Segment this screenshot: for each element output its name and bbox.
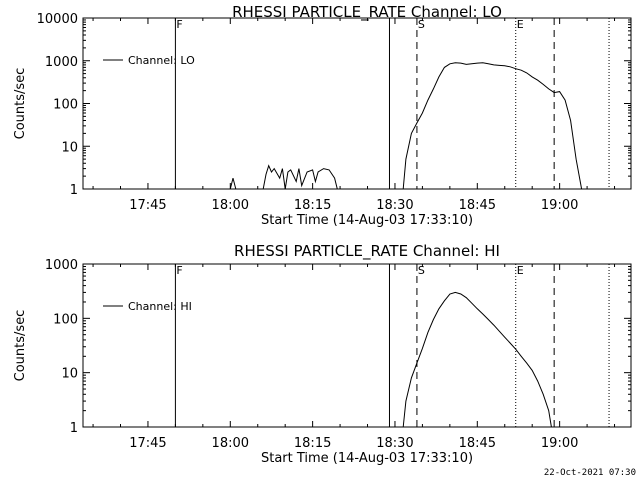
time-marker-label: S bbox=[418, 18, 425, 31]
series-line bbox=[402, 291, 552, 428]
y-tick-label: 1 bbox=[70, 183, 78, 198]
y-tick-label: 10 bbox=[61, 140, 78, 155]
chart-panel-1: RHESSI PARTICLE_RATE Channel: LO Start Ti… bbox=[13, 3, 632, 228]
y-tick-label: 10 bbox=[61, 367, 78, 382]
generation-timestamp: 22-Oct-2021 07:30 bbox=[543, 468, 636, 478]
x-tick-label: 18:30 bbox=[376, 198, 413, 213]
y-tick-label: 1 bbox=[70, 421, 78, 436]
time-marker-label: F bbox=[176, 18, 182, 31]
time-marker-label: E bbox=[517, 18, 524, 31]
x-tick-label: 18:15 bbox=[294, 198, 331, 213]
y-axis-label: Counts/sec bbox=[13, 310, 28, 382]
y-tick-label: 100 bbox=[53, 312, 78, 327]
y-tick-label: 1000 bbox=[45, 258, 78, 273]
x-axis-label: Start Time (14-Aug-03 17:33:10) bbox=[261, 451, 473, 466]
x-tick-label: 18:45 bbox=[459, 198, 496, 213]
legend-entry: Channel: HI bbox=[128, 300, 192, 313]
time-marker-label: S bbox=[418, 264, 425, 277]
y-axis-label: Counts/sec bbox=[13, 68, 28, 140]
time-marker-label: E bbox=[517, 264, 524, 277]
chart-title: RHESSI PARTICLE_RATE Channel: LO bbox=[232, 3, 502, 22]
x-tick-label: 18:30 bbox=[376, 436, 413, 451]
x-tick-label: 18:15 bbox=[294, 436, 331, 451]
x-tick-label: 17:45 bbox=[129, 198, 166, 213]
x-tick-label: 18:45 bbox=[459, 436, 496, 451]
plot-frame bbox=[82, 263, 632, 428]
plot-frame bbox=[82, 17, 632, 190]
time-marker-label: F bbox=[176, 264, 182, 277]
x-tick-label: 18:00 bbox=[212, 198, 249, 213]
y-tick-label: 10000 bbox=[37, 12, 78, 27]
x-axis-label: Start Time (14-Aug-03 17:33:10) bbox=[261, 213, 473, 228]
x-tick-label: 19:00 bbox=[541, 436, 578, 451]
chart-title: RHESSI PARTICLE_RATE Channel: HI bbox=[234, 242, 500, 261]
y-tick-label: 1000 bbox=[45, 55, 78, 70]
series-line bbox=[229, 62, 583, 190]
legend-entry: Channel: LO bbox=[128, 54, 195, 67]
chart-panel-2: RHESSI PARTICLE_RATE Channel: HI Start Ti… bbox=[13, 242, 632, 466]
x-tick-label: 19:00 bbox=[541, 198, 578, 213]
y-tick-label: 100 bbox=[53, 98, 78, 113]
x-tick-label: 17:45 bbox=[129, 436, 166, 451]
x-tick-label: 18:00 bbox=[212, 436, 249, 451]
